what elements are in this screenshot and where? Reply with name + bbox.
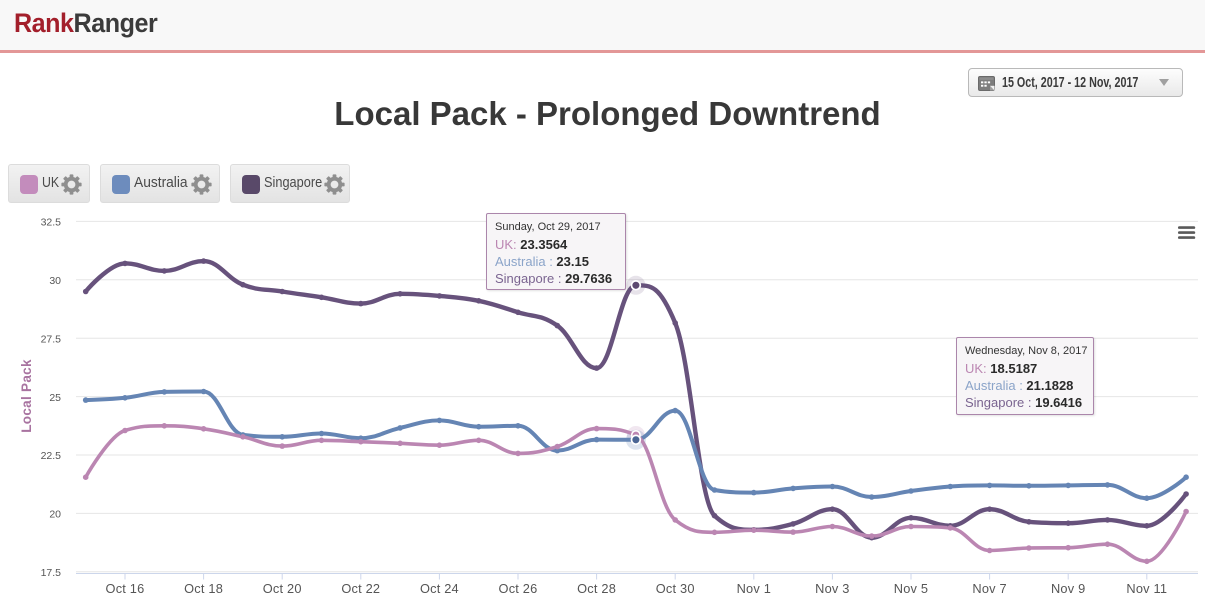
- svg-text:17.5: 17.5: [41, 567, 62, 579]
- svg-text:Oct 18: Oct 18: [184, 581, 223, 596]
- svg-text:Oct 30: Oct 30: [656, 581, 695, 596]
- svg-text:Nov 3: Nov 3: [815, 581, 849, 596]
- svg-text:Nov 11: Nov 11: [1126, 581, 1167, 596]
- svg-text:Nov 7: Nov 7: [972, 581, 1006, 596]
- svg-text:32.5: 32.5: [41, 217, 62, 229]
- svg-text:Oct 24: Oct 24: [420, 581, 459, 596]
- svg-text:20: 20: [49, 509, 61, 521]
- svg-text:Nov 1: Nov 1: [737, 581, 771, 596]
- svg-text:30: 30: [49, 275, 61, 287]
- svg-text:Nov 5: Nov 5: [894, 581, 928, 596]
- svg-text:27.5: 27.5: [41, 333, 62, 345]
- svg-text:Nov 9: Nov 9: [1051, 581, 1085, 596]
- svg-text:Local Pack: Local Pack: [19, 359, 34, 433]
- svg-text:Oct 28: Oct 28: [577, 581, 616, 596]
- svg-text:25: 25: [49, 392, 61, 404]
- svg-text:Oct 22: Oct 22: [341, 581, 380, 596]
- svg-text:22.5: 22.5: [41, 450, 62, 462]
- svg-text:Oct 16: Oct 16: [106, 581, 145, 596]
- svg-text:Oct 20: Oct 20: [263, 581, 302, 596]
- svg-text:Oct 26: Oct 26: [499, 581, 538, 596]
